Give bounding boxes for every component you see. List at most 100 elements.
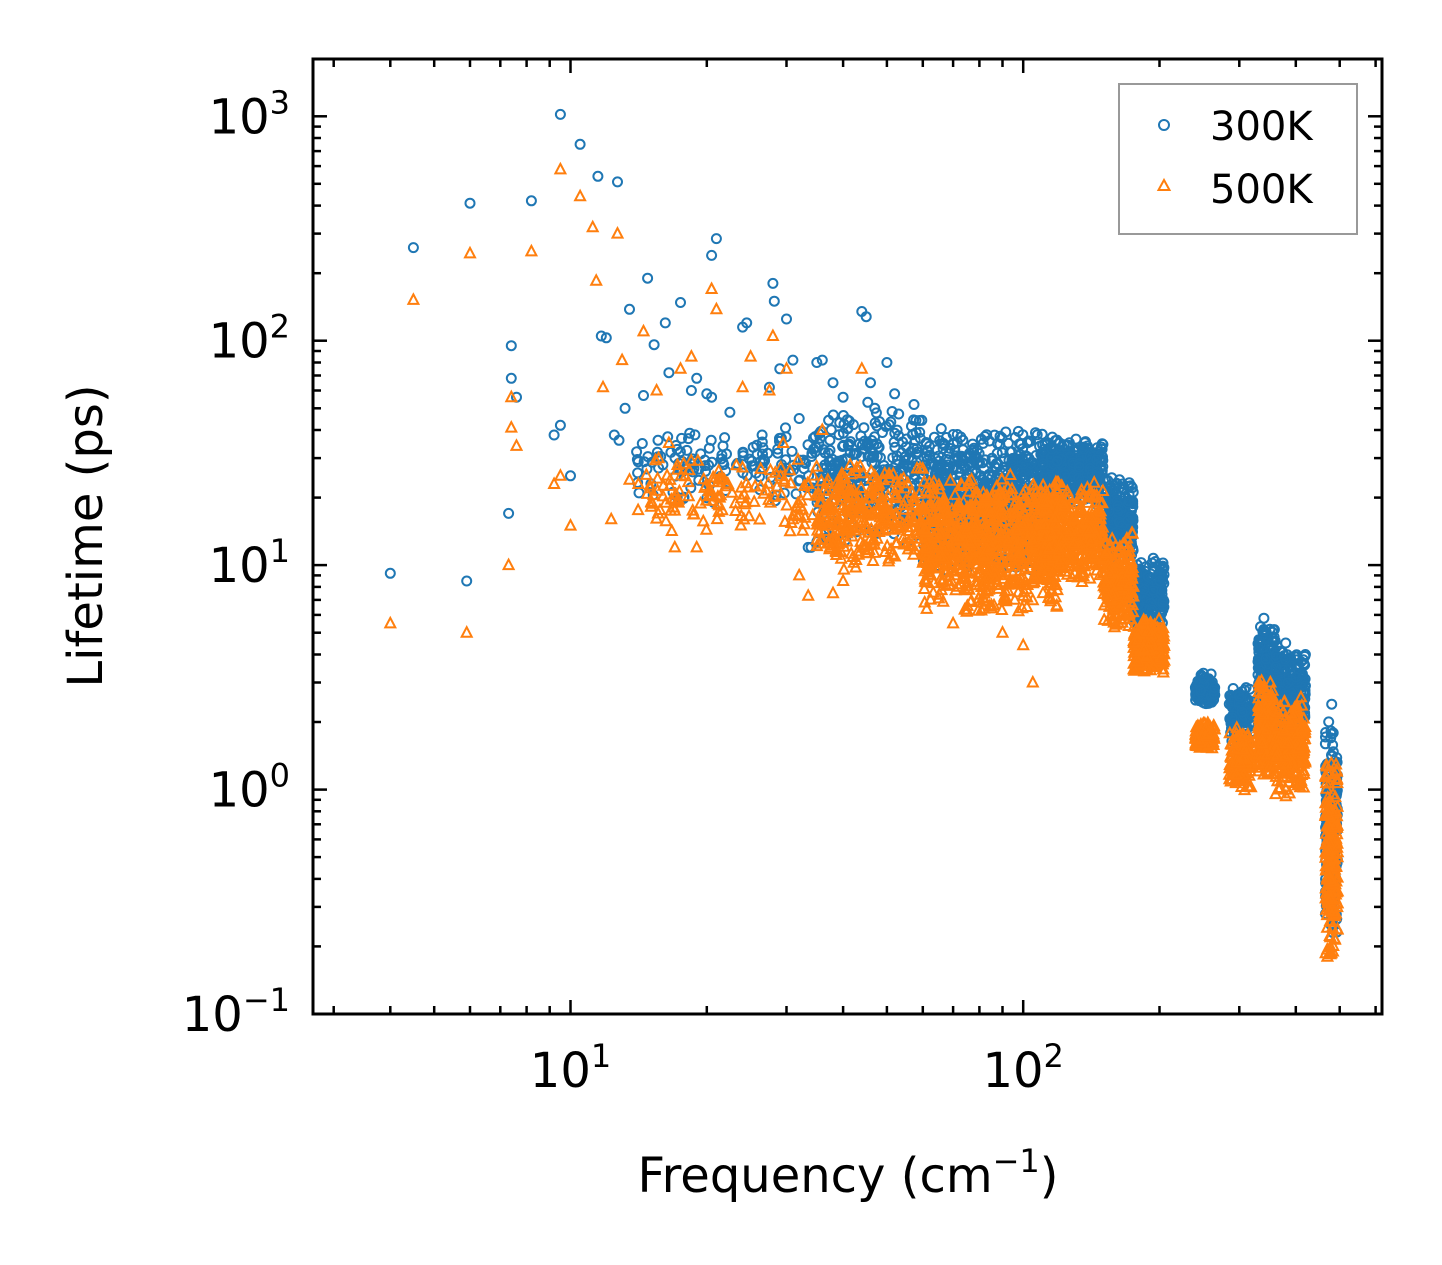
point-500k-76 [720, 478, 734, 492]
point-300k-3221 [1233, 690, 1245, 702]
point-300k-3222 [1258, 612, 1270, 624]
point-300k-3215 [865, 377, 876, 389]
point-300k-779 [935, 423, 947, 435]
point-500k-355 [843, 500, 857, 514]
point-500k-139 [752, 511, 767, 525]
point-500k-356 [876, 514, 890, 527]
point-500k-959 [987, 561, 1001, 575]
point-500k-432 [916, 461, 930, 474]
point-300k-3160 [384, 567, 396, 579]
point-500k-275 [817, 482, 831, 496]
point-300k-1736 [1073, 461, 1085, 473]
point-300k-3218 [889, 388, 901, 400]
point-300k-3164 [503, 507, 515, 519]
point-300k-2933 [1292, 659, 1304, 671]
point-500k-1736 [1067, 510, 1081, 524]
point-500k-1731 [1037, 516, 1051, 530]
point-500k-420 [844, 482, 858, 496]
point-300k-59 [676, 432, 688, 444]
point-300k-289 [891, 424, 903, 436]
point-500k-125 [715, 471, 729, 485]
point-300k-3220 [1197, 667, 1209, 679]
point-300k-41 [632, 467, 644, 479]
point-500k-26 [778, 514, 792, 527]
point-500k-1625 [1045, 503, 1059, 516]
point-500k-13 [734, 517, 748, 531]
point-500k-354 [896, 530, 910, 543]
point-500k-1719 [1060, 516, 1074, 530]
point-500k-1325 [1007, 504, 1021, 518]
point-500k-923 [995, 471, 1009, 485]
point-300k-1975 [1123, 495, 1135, 507]
point-300k-1618 [1070, 433, 1082, 445]
point-500k-45 [648, 452, 663, 466]
point-500k-1458 [1096, 483, 1110, 496]
point-500k-1239 [917, 521, 932, 534]
point-500k-890 [932, 477, 946, 491]
point-300k-1328 [1021, 451, 1033, 463]
point-300k-3190 [685, 385, 697, 396]
point-500k-1183 [938, 539, 952, 552]
point-500k-1688 [1063, 551, 1078, 565]
point-300k-368 [858, 422, 870, 434]
point-500k-1207 [953, 553, 967, 567]
point-500k-1177 [982, 502, 996, 516]
point-300k-646 [928, 431, 940, 443]
point-500k-1713 [1048, 509, 1062, 523]
point-300k-431 [909, 435, 921, 447]
point-500k-1291 [918, 574, 932, 587]
point-300k-3200 [763, 381, 775, 393]
point-500k-1517 [1093, 517, 1108, 530]
point-500k-879 [985, 600, 999, 614]
point-500k-418 [878, 502, 892, 516]
point-500k-394 [834, 551, 848, 564]
point-500k-387 [894, 518, 908, 532]
point-500k-936 [984, 597, 999, 611]
point-500k-32 [663, 478, 677, 491]
point-500k-985 [995, 563, 1009, 577]
point-500k-1328 [960, 554, 974, 567]
point-500k-863 [990, 478, 1004, 492]
point-300k-3199 [756, 429, 768, 441]
point-500k-1721 [1056, 521, 1070, 535]
point-300k-1070 [943, 448, 955, 460]
point-500k-56 [797, 478, 811, 491]
point-300k-2229 [1146, 604, 1158, 616]
point-500k-1061 [1003, 548, 1017, 562]
point-500k-1409 [1076, 565, 1091, 578]
point-300k-3171 [554, 108, 566, 120]
point-300k-77 [772, 447, 784, 459]
point-300k-1731 [1078, 443, 1090, 455]
point-500k-1649 [1062, 488, 1076, 502]
point-500k-398 [909, 531, 924, 544]
point-300k-3225 [1319, 738, 1331, 750]
point-500k-388 [850, 494, 864, 508]
point-500k-1333 [1009, 536, 1024, 549]
point-300k-391 [874, 452, 886, 464]
point-500k-303 [850, 459, 864, 473]
point-500k-424 [872, 520, 886, 534]
point-300k-139 [636, 438, 648, 449]
point-300k-2667 [1255, 638, 1267, 650]
point-500k-1245 [1006, 487, 1020, 501]
point-300k-137 [747, 460, 759, 472]
point-500k-124 [631, 476, 646, 489]
point-300k-3182 [631, 446, 643, 458]
point-500k-406 [813, 513, 827, 526]
point-300k-2949 [1279, 653, 1291, 665]
point-300k-343 [869, 431, 881, 443]
point-500k-126 [790, 500, 804, 513]
point-300k-3224 [1299, 649, 1311, 660]
point-300k-3184 [642, 272, 654, 284]
point-500k-1113 [943, 473, 958, 486]
point-500k-1715 [1057, 498, 1072, 512]
point-500k-1334 [933, 548, 947, 562]
point-300k-118 [705, 434, 717, 446]
point-500k-1023 [948, 487, 962, 500]
point-300k-74 [684, 427, 696, 439]
point-500k-136 [794, 492, 808, 506]
point-500k-109 [748, 478, 762, 492]
point-300k-2236 [1147, 563, 1159, 575]
point-500k-435 [882, 470, 896, 483]
point-500k-1327 [978, 575, 992, 588]
